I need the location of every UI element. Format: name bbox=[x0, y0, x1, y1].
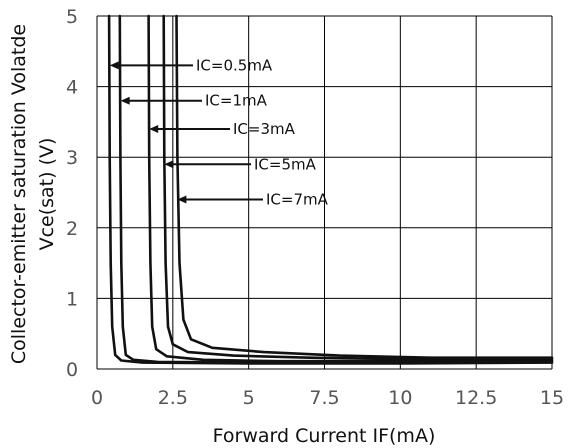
tick-labels: 0 2.5 5 7.5 10 12.5 15 0 1 2 3 4 5 bbox=[66, 6, 564, 409]
x-tick-label: 7.5 bbox=[309, 387, 339, 409]
x-tick-label: 2.5 bbox=[158, 387, 188, 409]
y-tick-label: 3 bbox=[66, 147, 78, 169]
y-tick-label: 2 bbox=[66, 218, 78, 240]
annotations: IC=0.5mA IC=1mA IC=3mA IC=5mA IC=7mA bbox=[109, 56, 329, 209]
y-tick-label: 1 bbox=[66, 288, 78, 310]
curves bbox=[107, 14, 554, 365]
arrowhead-icon bbox=[177, 195, 187, 204]
arrowhead-icon bbox=[120, 96, 130, 105]
annotation-label: IC=7mA bbox=[266, 191, 329, 209]
annotation-label: IC=0.5mA bbox=[196, 56, 273, 74]
y-axis-label-line2: Vce(sat) (V) bbox=[36, 138, 58, 251]
x-tick-label: 5 bbox=[243, 387, 255, 409]
grid bbox=[96, 15, 553, 370]
arrowhead-icon bbox=[164, 160, 174, 169]
x-tick-label: 12.5 bbox=[455, 387, 497, 409]
annotation-label: IC=1mA bbox=[205, 92, 268, 110]
y-tick-label: 5 bbox=[66, 6, 78, 28]
series-line bbox=[175, 14, 554, 359]
arrowhead-icon bbox=[109, 61, 119, 70]
x-tick-label: 15 bbox=[540, 387, 564, 409]
series-line bbox=[118, 14, 554, 364]
annotation-label: IC=3mA bbox=[233, 120, 296, 138]
series-line bbox=[147, 14, 554, 363]
y-axis-label-line1: Collector-emitter saturation Volatde bbox=[8, 24, 30, 364]
series-line bbox=[162, 14, 554, 361]
annotation-label: IC=5mA bbox=[254, 155, 317, 173]
x-axis-label: Forward Current IF(mA) bbox=[213, 425, 436, 447]
arrowhead-icon bbox=[149, 124, 159, 133]
x-tick-label: 0 bbox=[91, 387, 103, 409]
y-tick-label: 0 bbox=[66, 359, 78, 381]
x-tick-label: 10 bbox=[388, 387, 412, 409]
y-tick-label: 4 bbox=[66, 77, 78, 99]
